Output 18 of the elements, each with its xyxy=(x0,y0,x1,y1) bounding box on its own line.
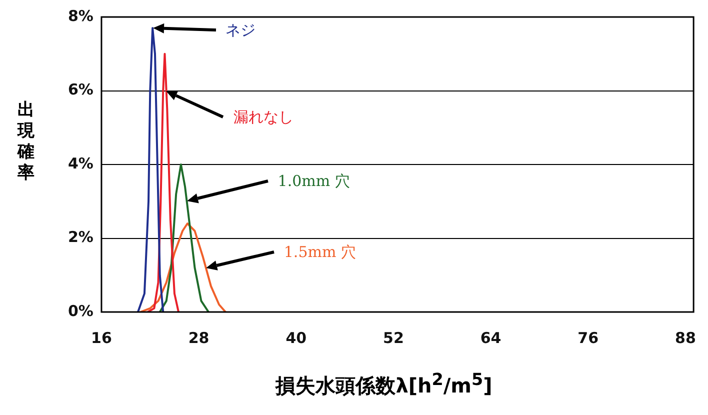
x-axis-title: 損失水頭係数λ[h$^{2}$/m$^{5}$] xyxy=(274,370,494,400)
text: 1.0mm 穴 xyxy=(278,171,350,192)
text: 1.5mm 穴 xyxy=(284,242,356,262)
y-tick-label: 0% xyxy=(68,302,94,320)
y-axis-title: 出現確率 xyxy=(16,100,36,184)
y-tick-label: 8% xyxy=(68,6,94,25)
x-tick-label: 88 xyxy=(675,328,696,347)
x-tick-label: 76 xyxy=(578,328,599,347)
text: ネジ xyxy=(226,20,256,40)
x-tick-label: 40 xyxy=(286,328,307,347)
x-tick-label: 64 xyxy=(480,328,502,347)
y-tick-label: 2% xyxy=(68,228,94,246)
text: 漏れなし xyxy=(233,106,294,127)
y-tick-label: 4% xyxy=(68,154,94,172)
x-tick-label: 16 xyxy=(91,328,112,347)
x-tick-label: 28 xyxy=(188,328,210,347)
x-tick-label: 52 xyxy=(383,328,404,347)
y-tick-label: 6% xyxy=(68,80,94,99)
